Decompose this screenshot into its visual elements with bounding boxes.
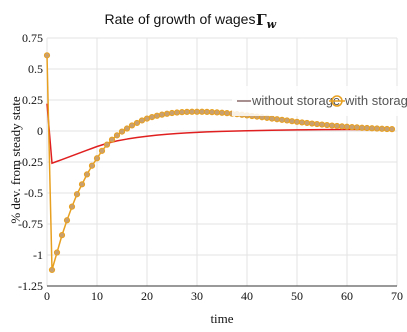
y-tick-label: 0.5 [28,62,43,76]
data-point-with-storage [333,122,341,130]
data-point-with-storage [303,119,311,127]
data-point-with-storage [153,112,161,119]
data-point-with-storage [63,217,71,224]
data-point-with-storage [108,136,116,143]
legend-label-without-storage: without storage [251,93,340,108]
x-tick-label: 20 [141,289,153,303]
data-point-with-storage [143,115,151,122]
y-tick-label: -1.25 [18,279,43,293]
x-tick-label: 40 [241,289,253,303]
data-point-with-storage [313,120,321,128]
data-point-with-storage [283,117,291,124]
data-point-with-storage [368,125,376,132]
grid-layer [46,37,398,287]
series-without-storage [46,103,392,165]
y-tick-label: 0.25 [22,93,43,107]
chart-title: Rate of growth of wages [105,11,256,27]
data-point-with-storage [78,181,86,188]
data-point-with-storage [328,122,336,129]
data-point-with-storage [388,126,396,133]
data-point-with-storage [93,155,101,162]
data-point-with-storage [288,118,296,125]
legend-item-with-storage[interactable]: with storage [329,93,407,108]
data-point-with-storage [208,109,216,116]
y-tick-label: -0.75 [18,217,43,231]
data-point-with-storage [88,162,96,169]
chart-title-symbol: Γw [256,11,277,31]
title-symbol-letter: Γ [256,11,267,29]
data-point-with-storage [373,125,381,132]
data-point-with-storage [358,124,366,131]
data-point-with-storage [68,203,76,210]
data-point-with-storage [203,108,211,116]
data-point-with-storage [148,114,156,121]
data-point-with-storage [308,120,316,127]
x-axis-label: time [210,311,233,326]
y-tick-label: 0.75 [22,31,43,45]
y-tick-label: -0.25 [18,155,43,169]
data-point-with-storage [48,266,56,273]
legend-marker-with-storage [331,95,343,107]
x-tick-label: 30 [191,289,203,303]
axis-layer: 0.750.50.250-0.25-0.5-0.75-1-1.250 10 20 30… [18,31,403,303]
data-point-with-storage [173,109,181,116]
data-point-with-storage [353,124,361,131]
x-tick-label: 0 [44,289,50,303]
data-point-with-storage [103,141,111,148]
data-point-with-storage [43,52,51,59]
x-tick-label: 70 [391,289,403,303]
data-point-with-storage [323,121,331,129]
legend-background [232,86,407,116]
x-tick-label: 10 [91,289,103,303]
data-point-with-storage [53,249,61,256]
data-point-with-storage [268,115,276,122]
data-point-with-storage [133,119,141,127]
data-point-with-storage [158,111,166,118]
data-point-with-storage [128,122,136,129]
data-point-with-storage [198,108,206,115]
data-point-with-storage [383,125,391,133]
data-point-with-storage [123,125,131,132]
data-point-with-storage [223,110,231,117]
data-point-with-storage [293,118,301,125]
y-tick-label: 0 [37,124,43,138]
data-point-with-storage [118,128,126,135]
series-line-without-storage [46,103,392,165]
data-point-with-storage [83,171,91,178]
data-point-with-storage [193,108,201,115]
x-tick-label: 50 [291,289,303,303]
data-point-with-storage [318,121,326,128]
data-point-with-storage [213,109,221,116]
data-point-with-storage [363,124,371,132]
data-point-with-storage [298,119,306,126]
data-point-with-storage [278,116,286,123]
data-point-with-storage [163,110,171,117]
data-point-with-storage [178,109,186,116]
data-point-with-storage [348,124,356,131]
data-point-with-storage [188,108,196,115]
data-point-with-storage [273,116,281,123]
data-point-with-storage [58,232,66,239]
y-tick-label: -0.5 [24,186,43,200]
data-point-with-storage [138,117,146,124]
data-point-with-storage [343,123,351,130]
data-point-with-storage [378,125,386,132]
legend-item-without-storage[interactable]: without storage [237,93,340,108]
data-point-with-storage [98,147,106,154]
data-point-with-storage [338,123,346,130]
data-point-with-storage [113,132,121,139]
data-point-with-storage [183,108,191,116]
data-point-with-storage [263,114,271,121]
data-point-with-storage [218,109,226,116]
data-point-with-storage [73,191,81,198]
x-tick-label: 60 [341,289,353,303]
title-symbol-subscript: w [267,18,277,31]
legend[interactable]: without storage with storage [232,86,407,116]
legend-label-with-storage: with storage [344,93,407,108]
data-point-with-storage [168,109,176,117]
y-tick-label: -1 [33,248,43,262]
y-axis-label: % dev. from steady state [8,96,23,224]
